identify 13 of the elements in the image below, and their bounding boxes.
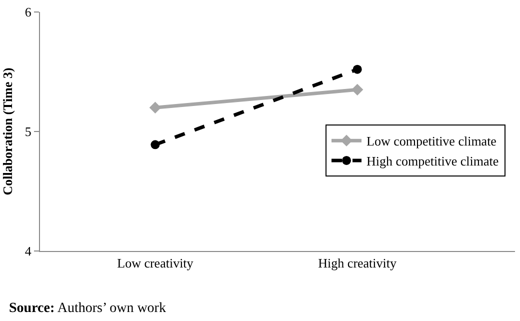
y-tick-label: 5: [24, 124, 32, 140]
y-axis-title: Collaboration (Time 3): [0, 68, 15, 196]
legend-label: Low competitive climate: [366, 134, 497, 149]
point: [352, 64, 362, 74]
legend-label: High competitive climate: [366, 154, 499, 169]
x-tick-label: High creativity: [318, 256, 398, 271]
x-tick-label: Low creativity: [117, 256, 194, 271]
point: [351, 84, 364, 96]
point: [149, 102, 162, 114]
y-tick-label: 4: [24, 244, 32, 259]
source-note: Source: Authors’ own work: [9, 301, 166, 316]
y-tick-label: 6: [24, 4, 32, 20]
point: [150, 140, 160, 150]
